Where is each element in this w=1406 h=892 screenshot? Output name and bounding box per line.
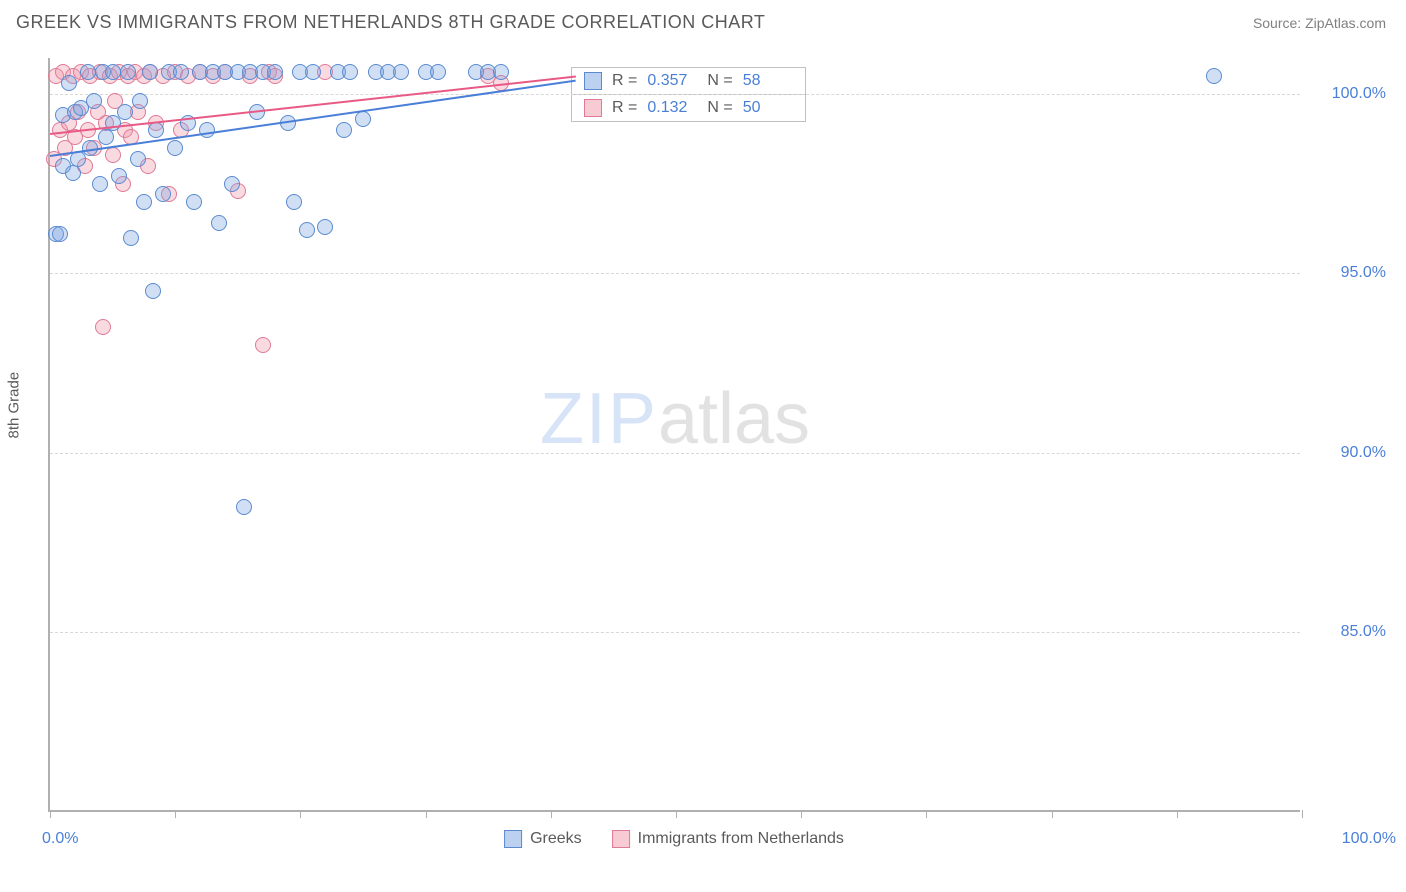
gridline-h xyxy=(50,632,1300,633)
stat-n-value: 58 xyxy=(743,72,793,90)
chart-container: ZIPatlas R =0.357N =58R =0.132N =50 85.0… xyxy=(48,58,1300,812)
scatter-point xyxy=(52,226,68,242)
x-tick xyxy=(551,810,552,818)
x-axis-min-label: 0.0% xyxy=(42,830,78,848)
scatter-point xyxy=(393,64,409,80)
scatter-point xyxy=(430,64,446,80)
scatter-point xyxy=(105,147,121,163)
scatter-point xyxy=(130,151,146,167)
scatter-point xyxy=(355,111,371,127)
stat-n-value: 50 xyxy=(743,99,793,117)
scatter-point xyxy=(145,283,161,299)
gridline-h xyxy=(50,273,1300,274)
x-tick xyxy=(175,810,176,818)
scatter-point xyxy=(92,176,108,192)
stats-row: R = 0.357 N = 58 xyxy=(572,68,805,95)
x-tick xyxy=(1302,810,1303,818)
scatter-point xyxy=(336,122,352,138)
scatter-point xyxy=(236,499,252,515)
legend-swatch xyxy=(504,830,522,848)
scatter-point xyxy=(111,168,127,184)
stat-r-value: 0.357 xyxy=(647,72,697,90)
stat-r-label: R = xyxy=(612,99,637,117)
x-tick xyxy=(50,810,51,818)
plot-area: ZIPatlas R =0.357N =58R =0.132N =50 85.0… xyxy=(48,58,1300,812)
scatter-point xyxy=(95,319,111,335)
x-tick xyxy=(1177,810,1178,818)
series-swatch xyxy=(584,72,602,90)
scatter-point xyxy=(120,64,136,80)
scatter-point xyxy=(132,93,148,109)
y-tick-label: 85.0% xyxy=(1341,623,1386,641)
scatter-point xyxy=(167,140,183,156)
stat-n-label: N = xyxy=(707,72,732,90)
gridline-h xyxy=(50,94,1300,95)
scatter-point xyxy=(61,75,77,91)
scatter-point xyxy=(65,165,81,181)
x-axis-max-label: 100.0% xyxy=(1342,830,1396,848)
scatter-point xyxy=(105,64,121,80)
scatter-point xyxy=(224,176,240,192)
chart-legend: Greeks Immigrants from Netherlands xyxy=(504,830,844,848)
watermark: ZIPatlas xyxy=(540,378,810,460)
scatter-point xyxy=(286,194,302,210)
x-tick xyxy=(801,810,802,818)
stats-row: R = 0.132 N = 50 xyxy=(572,95,805,121)
legend-item: Greeks xyxy=(504,830,582,848)
scatter-point xyxy=(186,194,202,210)
scatter-point xyxy=(199,122,215,138)
scatter-point xyxy=(342,64,358,80)
legend-label: Immigrants from Netherlands xyxy=(638,830,844,848)
y-tick-label: 100.0% xyxy=(1332,85,1386,103)
scatter-point xyxy=(493,64,509,80)
stat-r-value: 0.132 xyxy=(647,99,697,117)
scatter-point xyxy=(148,122,164,138)
scatter-point xyxy=(80,64,96,80)
stat-n-label: N = xyxy=(707,99,732,117)
y-tick-label: 95.0% xyxy=(1341,264,1386,282)
legend-label: Greeks xyxy=(530,830,582,848)
x-tick xyxy=(1052,810,1053,818)
scatter-point xyxy=(123,230,139,246)
stat-r-label: R = xyxy=(612,72,637,90)
scatter-point xyxy=(211,215,227,231)
scatter-point xyxy=(1206,68,1222,84)
legend-swatch xyxy=(612,830,630,848)
x-tick xyxy=(676,810,677,818)
legend-item: Immigrants from Netherlands xyxy=(612,830,844,848)
scatter-point xyxy=(142,64,158,80)
x-tick xyxy=(926,810,927,818)
scatter-point xyxy=(155,186,171,202)
x-tick xyxy=(300,810,301,818)
scatter-point xyxy=(317,219,333,235)
y-tick-label: 90.0% xyxy=(1341,444,1386,462)
scatter-point xyxy=(267,64,283,80)
scatter-point xyxy=(255,337,271,353)
chart-title: GREEK VS IMMIGRANTS FROM NETHERLANDS 8TH… xyxy=(16,12,765,33)
scatter-point xyxy=(305,64,321,80)
gridline-h xyxy=(50,453,1300,454)
source-label: Source: ZipAtlas.com xyxy=(1253,15,1386,31)
scatter-point xyxy=(86,93,102,109)
series-swatch xyxy=(584,99,602,117)
scatter-point xyxy=(98,129,114,145)
scatter-point xyxy=(173,64,189,80)
scatter-point xyxy=(117,104,133,120)
x-tick xyxy=(426,810,427,818)
y-axis-label: 8th Grade xyxy=(6,372,23,439)
scatter-point xyxy=(299,222,315,238)
scatter-point xyxy=(136,194,152,210)
